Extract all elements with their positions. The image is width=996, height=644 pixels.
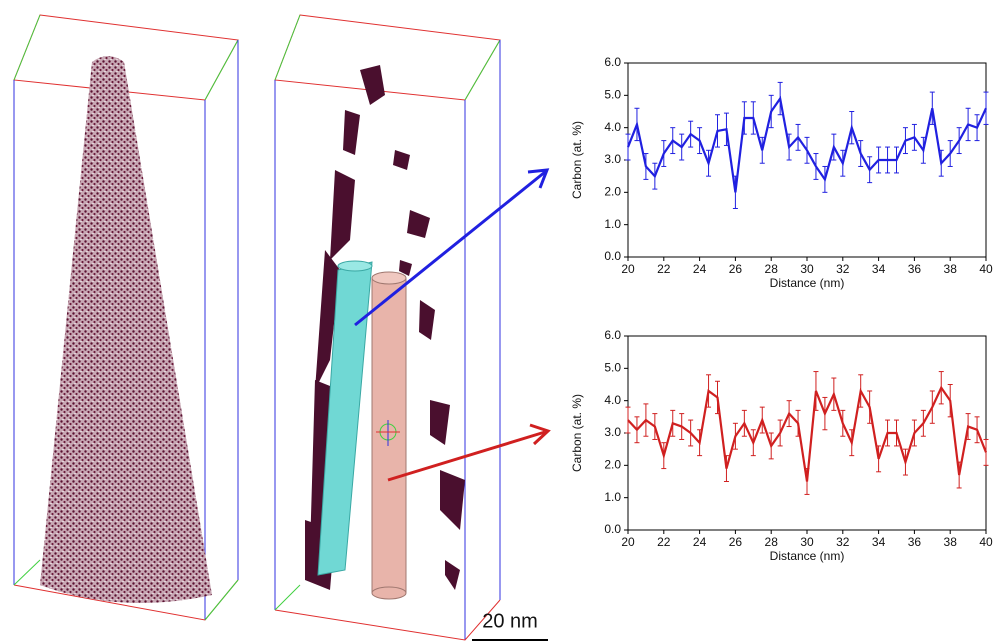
y-axis-label: Carbon (at. %) xyxy=(570,394,584,472)
y-tick-label: 5.0 xyxy=(604,88,621,102)
y-tick-label: 4.0 xyxy=(604,393,621,407)
error-bar xyxy=(983,91,989,125)
x-axis-label: Distance (nm) xyxy=(770,276,845,290)
x-tick-label: 36 xyxy=(908,535,922,549)
isosurface-box xyxy=(274,14,501,641)
x-tick-label: 26 xyxy=(729,535,743,549)
y-tick-label: 2.0 xyxy=(604,458,621,472)
y-tick-label: 1.0 xyxy=(604,217,621,231)
error-bar xyxy=(625,406,631,434)
x-tick-label: 22 xyxy=(657,262,671,276)
isosurfaces xyxy=(305,65,465,590)
x-tick-label: 22 xyxy=(657,535,671,549)
x-tick-label: 28 xyxy=(765,262,779,276)
x-tick-label: 34 xyxy=(872,262,886,276)
data-line xyxy=(627,385,988,482)
y-tick-label: 6.0 xyxy=(604,55,621,69)
x-tick-label: 24 xyxy=(693,262,707,276)
y-tick-label: 5.0 xyxy=(604,361,621,375)
x-tick-label: 26 xyxy=(729,262,743,276)
atom-map-box xyxy=(13,14,239,621)
x-tick-label: 20 xyxy=(621,535,635,549)
error-bar xyxy=(983,438,989,466)
x-tick-label: 30 xyxy=(800,535,814,549)
data-line xyxy=(626,95,987,193)
y-tick-label: 0.0 xyxy=(604,249,621,263)
y-tick-label: 6.0 xyxy=(604,328,621,342)
x-axis-label: Distance (nm) xyxy=(770,549,845,563)
x-tick-label: 32 xyxy=(836,535,850,549)
pink-cylinder xyxy=(371,277,407,594)
x-tick-label: 36 xyxy=(908,262,922,276)
scale-bar-label: 20 nm xyxy=(482,610,538,632)
x-tick-label: 30 xyxy=(800,262,814,276)
y-tick-label: 4.0 xyxy=(604,120,621,134)
y-tick-label: 2.0 xyxy=(604,185,621,199)
x-tick-label: 20 xyxy=(621,262,635,276)
y-tick-label: 3.0 xyxy=(604,425,621,439)
y-tick-label: 0.0 xyxy=(604,522,621,536)
x-tick-label: 40 xyxy=(979,262,993,276)
x-tick-label: 24 xyxy=(693,535,707,549)
x-tick-label: 38 xyxy=(944,262,958,276)
y-tick-label: 3.0 xyxy=(604,152,621,166)
y-axis-label: Carbon (at. %) xyxy=(570,121,584,199)
y-tick-label: 1.0 xyxy=(604,490,621,504)
x-tick-label: 34 xyxy=(872,535,886,549)
x-tick-label: 40 xyxy=(979,535,993,549)
atom-cloud xyxy=(40,56,212,603)
x-tick-label: 32 xyxy=(836,262,850,276)
arrows xyxy=(354,168,551,482)
x-tick-label: 28 xyxy=(765,535,779,549)
x-tick-label: 38 xyxy=(944,535,958,549)
